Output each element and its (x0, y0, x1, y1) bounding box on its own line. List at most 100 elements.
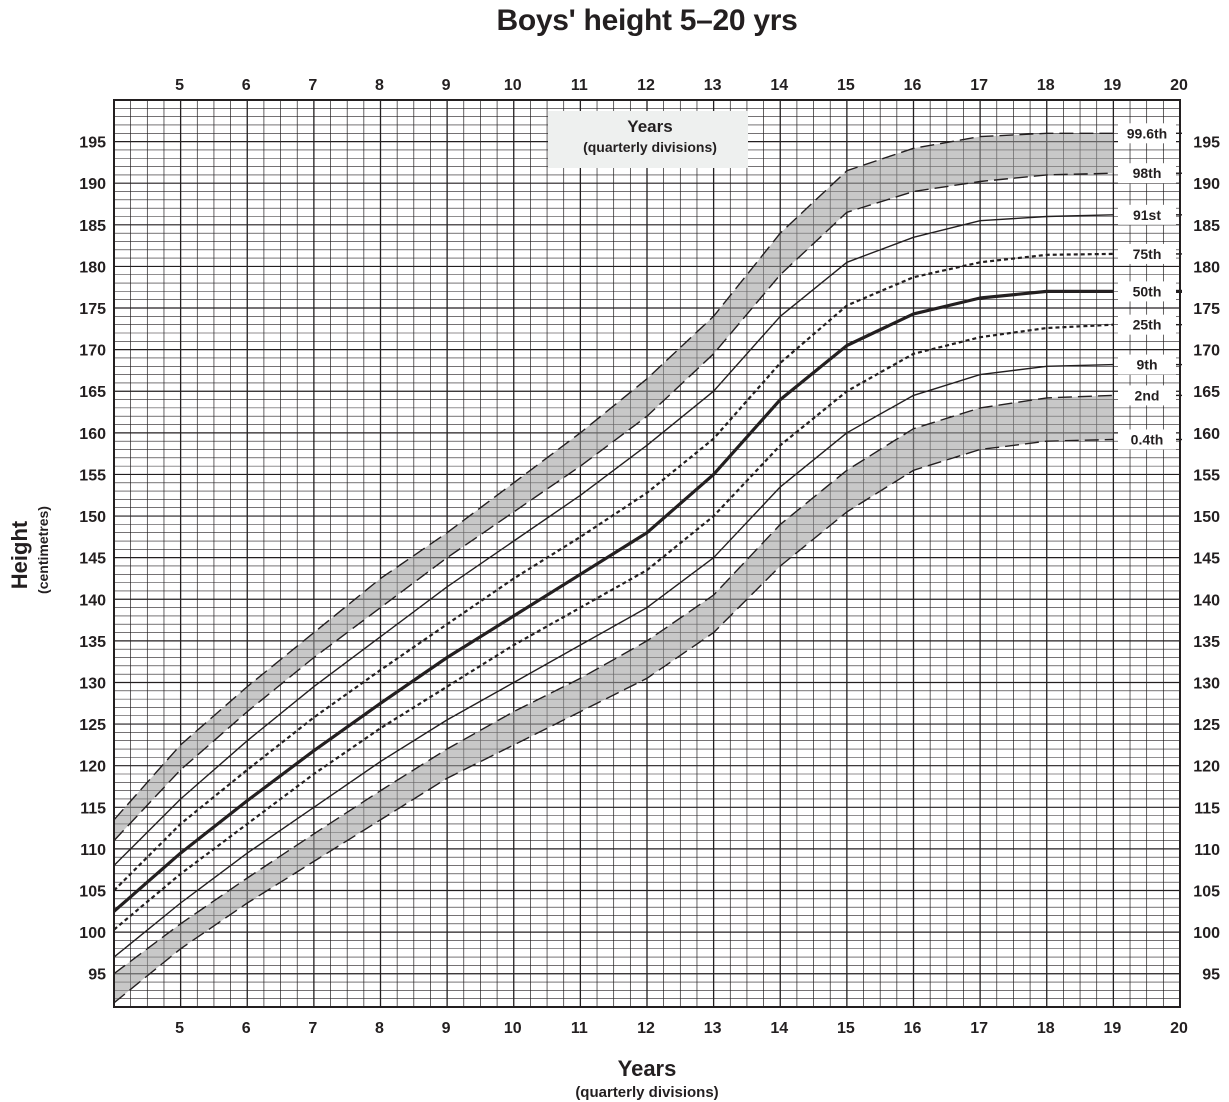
y-tick-label-right: 195 (1193, 135, 1220, 152)
y-tick-label-left: 190 (79, 176, 106, 193)
y-tick-label-right: 140 (1193, 592, 1220, 609)
percentile-label-box (1118, 204, 1176, 225)
x-axis-subtitle: (quarterly divisions) (575, 1084, 718, 1101)
y-tick-label-right: 95 (1202, 967, 1220, 984)
inset-box-background (548, 111, 748, 168)
percentile-label-box (1118, 243, 1176, 264)
inset-box: Years (quarterly divisions) (548, 111, 748, 168)
percentile-label-91st: 91st (1133, 207, 1161, 223)
x-tick-label-top: 10 (504, 77, 522, 94)
x-tick-label-bottom: 6 (242, 1020, 251, 1037)
x-tick-label-bottom: 16 (904, 1020, 922, 1037)
x-tick-label-top: 16 (904, 77, 922, 94)
y-tick-label-right: 185 (1193, 218, 1220, 235)
y-tick-label-left: 105 (79, 884, 106, 901)
x-tick-label-bottom: 9 (442, 1020, 451, 1037)
series-line-98th (113, 172, 1114, 842)
x-tick-label-top: 18 (1037, 77, 1055, 94)
y-tick-label-left: 185 (79, 218, 106, 235)
percentile-label-9th: 9th (1137, 357, 1158, 373)
y-tick-label-right: 155 (1193, 467, 1220, 484)
x-tick-label-top: 14 (770, 77, 788, 94)
y-tick-label-left: 170 (79, 343, 106, 360)
y-tick-label-right: 110 (1194, 842, 1220, 859)
percentile-label-box (1118, 163, 1176, 184)
y-tick-label-right: 145 (1193, 551, 1220, 568)
series-line-25th (113, 323, 1114, 931)
x-tick-label-bottom: 13 (704, 1020, 722, 1037)
x-tick-label-bottom: 12 (637, 1020, 655, 1037)
y-tick-label-left: 125 (79, 717, 106, 734)
y-tick-label-left: 115 (80, 800, 106, 817)
percentile-labels: 99.6th 98th 91st 75th 50th 25th 9th 2nd 0.4th (1118, 123, 1182, 450)
series-line-2nd (113, 394, 1114, 975)
percentile-curves (112, 132, 1114, 1004)
percentile-label-box (1118, 314, 1176, 335)
y-tick-label-right: 135 (1193, 634, 1220, 651)
x-tick-label-top: 11 (571, 77, 588, 94)
x-tick-label-top: 17 (970, 77, 988, 94)
series-line-0-4th (113, 438, 1114, 1004)
y-tick-label-right: 105 (1193, 884, 1220, 901)
percentile-label-98th: 98th (1133, 165, 1162, 181)
y-axis-subtitle: (centimetres) (35, 506, 51, 594)
y-tick-label-left: 140 (79, 592, 106, 609)
x-tick-label-top: 8 (375, 77, 384, 94)
x-tick-label-bottom: 5 (175, 1020, 184, 1037)
y-tick-label-right: 150 (1193, 509, 1220, 526)
x-tick-label-bottom: 7 (308, 1020, 317, 1037)
y-axis-title: Height (7, 520, 32, 589)
x-tick-label-bottom: 17 (970, 1020, 988, 1037)
series-line-75th (113, 252, 1114, 892)
percentile-label-50th: 50th (1133, 283, 1162, 299)
y-tick-label-left: 130 (79, 675, 106, 692)
y-tick-label-left: 175 (79, 301, 106, 318)
percentile-label-2nd: 2nd (1135, 387, 1160, 403)
percentile-label-75th: 75th (1133, 246, 1162, 262)
y-tick-label-left: 150 (79, 509, 106, 526)
y-tick-label-left: 165 (79, 384, 106, 401)
tick-labels: 5 5 6 6 7 7 8 8 9 9 10 10 11 11 12 12 13 13 14 14 15 15 16 16 17… (79, 77, 1220, 1037)
percentile-label-25th: 25th (1133, 317, 1162, 333)
x-tick-label-bottom: 11 (571, 1020, 588, 1037)
x-tick-label-top: 9 (442, 77, 451, 94)
x-tick-label-bottom: 8 (375, 1020, 384, 1037)
x-tick-label-bottom: 10 (504, 1020, 522, 1037)
y-tick-label-left: 195 (79, 135, 106, 152)
series-line-91st (113, 214, 1114, 866)
y-tick-label-left: 155 (79, 467, 106, 484)
x-tick-label-bottom: 19 (1103, 1020, 1121, 1037)
percentile-label-box (1118, 385, 1176, 406)
y-tick-label-right: 125 (1193, 717, 1220, 734)
page-title: Boys' height 5–20 yrs (496, 4, 798, 37)
y-tick-label-left: 160 (79, 426, 106, 443)
percentile-label-box (1118, 123, 1176, 144)
y-tick-label-left: 95 (88, 967, 106, 984)
series-line-9th (113, 363, 1114, 958)
y-tick-label-right: 180 (1193, 259, 1220, 276)
y-tick-label-left: 100 (79, 925, 106, 942)
y-tick-label-right: 130 (1193, 675, 1220, 692)
inset-box-title: Years (627, 117, 672, 136)
x-tick-label-bottom: 14 (770, 1020, 788, 1037)
y-tick-label-right: 100 (1193, 925, 1220, 942)
x-tick-label-bottom: 18 (1037, 1020, 1055, 1037)
x-tick-label-top: 12 (637, 77, 655, 94)
y-tick-label-right: 160 (1193, 426, 1220, 443)
x-axis-title: Years (618, 1056, 677, 1081)
percentile-label-box (1118, 281, 1176, 302)
plot-frame (113, 99, 1181, 1008)
percentile-label-box (1118, 354, 1176, 375)
x-tick-label-top: 5 (175, 77, 184, 94)
percentile-label-99-6th: 99.6th (1127, 125, 1167, 141)
y-tick-label-right: 165 (1193, 384, 1220, 401)
x-tick-label-top: 19 (1103, 77, 1121, 94)
y-tick-label-left: 135 (79, 634, 106, 651)
y-tick-label-left: 145 (79, 551, 106, 568)
y-tick-label-right: 170 (1193, 343, 1220, 360)
percentile-label-box (1118, 429, 1176, 450)
x-tick-label-top: 13 (704, 77, 722, 94)
y-tick-label-right: 175 (1193, 301, 1220, 318)
x-tick-label-top: 6 (242, 77, 251, 94)
